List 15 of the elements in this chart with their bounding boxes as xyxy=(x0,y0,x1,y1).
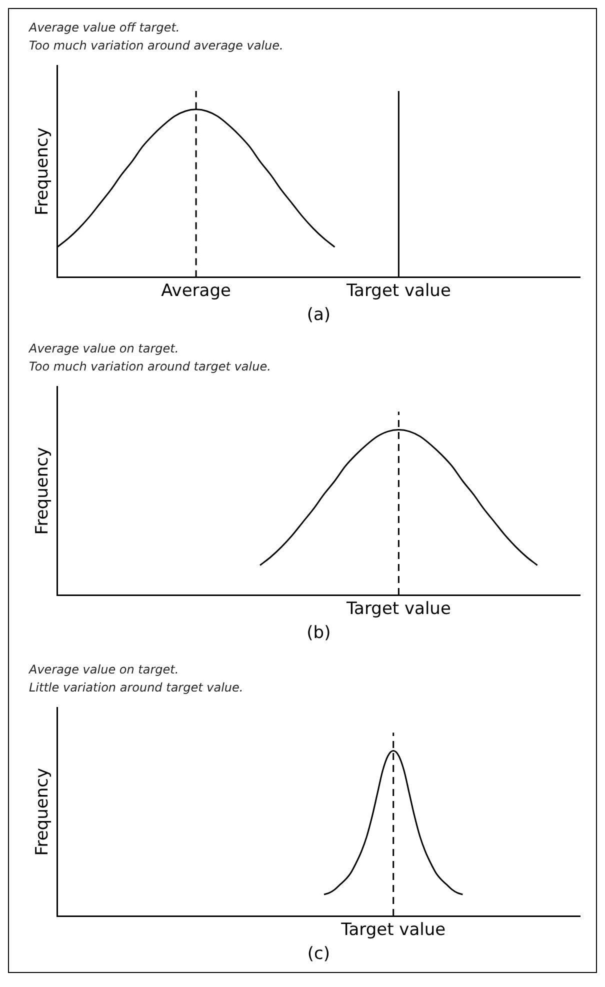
x-axis-title: Target value xyxy=(340,920,446,940)
x-axis-title: (a) xyxy=(306,305,331,326)
chart-title: Average value off target. xyxy=(28,20,180,34)
x-axis-title: Target value xyxy=(345,598,451,619)
y-axis-title: Frequency xyxy=(32,446,53,535)
text: (c) xyxy=(307,944,330,964)
y-axis-title: Frequency xyxy=(32,128,53,216)
text: (b) xyxy=(306,622,331,643)
chart-subtitle: Little variation around target value. xyxy=(29,680,244,695)
x-tick-label: Average xyxy=(161,280,231,301)
chart-title: Average value on target. xyxy=(28,662,179,676)
chart-subtitle: Too much variation around target value. xyxy=(29,360,271,374)
chart-title: Average value on target. xyxy=(28,341,179,356)
y-axis-title: Frequency xyxy=(32,768,53,856)
chart-subtitle: Too much variation around average value. xyxy=(29,38,284,53)
